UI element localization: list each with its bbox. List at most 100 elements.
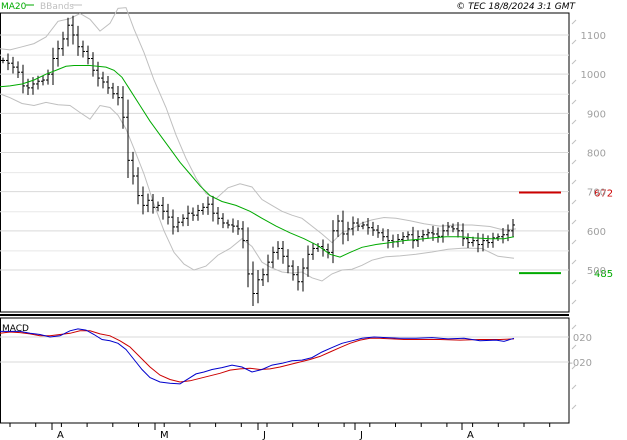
price-bar [221,213,225,229]
price-bar [241,221,245,249]
macd-lines [0,328,515,385]
macd-panel-border [0,317,570,424]
price-bar [471,236,475,247]
level-label: 485 [594,269,613,280]
macd-line [0,328,515,385]
price-bar [176,217,180,233]
price-bar [251,261,255,306]
price-bar [121,86,125,129]
level-label: 672 [594,188,613,199]
price-bar [466,233,470,248]
price-bar [361,221,365,230]
price-bar [406,231,410,241]
price-bar [1,57,5,64]
price-tick-label: 800 [587,149,606,160]
price-bar [491,232,495,248]
price-bar [476,232,480,253]
price-bar [246,227,250,288]
price-bar [236,220,240,235]
price-bar [116,85,120,106]
price-bar [76,25,80,56]
axis-hash-mark [571,99,577,105]
price-bar [396,234,400,248]
price-tick-label: 500 [587,266,606,277]
price-bar [166,203,170,225]
price-bar [91,52,95,77]
price-bar [101,71,105,89]
price-bar [496,233,500,242]
price-bar [46,69,50,85]
price-bar [481,233,485,252]
ma20-legend-label: MA20 [1,2,27,12]
price-bar [351,216,355,236]
price-bar [281,240,285,264]
axis-hash-mark [571,324,577,330]
price-bar [366,218,370,235]
price-bar [486,235,490,248]
price-bar [126,99,130,178]
bbands-upper-line [0,7,517,244]
price-bar [341,210,345,245]
price-bar [386,228,390,249]
macd-y-axis: 020 -020 [569,324,592,410]
price-bar [501,228,505,244]
axis-hash-mark [571,239,577,245]
axis-hash-mark [571,344,577,350]
price-bar [191,207,195,221]
price-panel-border [0,12,570,313]
price-bar [301,258,305,292]
price-bar [306,245,310,277]
price-bar [421,229,425,242]
bbands-lines [0,7,517,282]
month-label: J [359,430,363,440]
price-bar [171,209,175,235]
price-bar [226,219,230,229]
price-bar [21,64,25,94]
price-bar [436,227,440,243]
axis-hash-mark [571,219,577,225]
price-bar [441,224,445,243]
axis-hash-mark [571,299,577,305]
axis-hash-mark [571,279,577,285]
price-bar [261,268,265,287]
price-bar [161,197,165,220]
price-tick-label: 1000 [581,70,606,81]
price-bar [211,195,215,222]
price-bar [216,206,220,225]
price-bar [431,225,435,241]
price-bar [326,243,330,259]
price-bar [451,223,455,233]
price-bar [186,205,190,226]
price-tick-label: 900 [587,109,606,120]
bbands-legend-label: BBands [40,2,74,12]
macd-tick-label: 020 [573,333,592,344]
price-bar [181,214,185,227]
month-label: A [467,430,474,440]
price-bar [81,40,85,58]
price-bar [271,246,275,268]
ma20-line [0,65,515,258]
price-bar [446,221,450,236]
price-bar [151,193,155,214]
price-bar [411,226,415,249]
price-tick-label: 600 [587,227,606,238]
axis-hash-mark [571,59,577,65]
price-bar [401,232,405,245]
axis-hash-mark [571,139,577,145]
macd-gridlines [0,336,569,363]
price-bar [136,167,140,205]
price-bar [371,221,375,236]
axis-hash-mark [571,384,577,390]
price-bar [416,230,420,247]
price-bar [26,78,30,96]
price-bar [276,241,280,260]
axis-hash-mark [571,259,577,265]
price-bar [291,260,295,281]
month-label: A [57,430,64,440]
price-bar [426,228,430,239]
price-panel [0,12,570,313]
macd-panel [0,314,570,424]
price-bar [196,204,200,221]
